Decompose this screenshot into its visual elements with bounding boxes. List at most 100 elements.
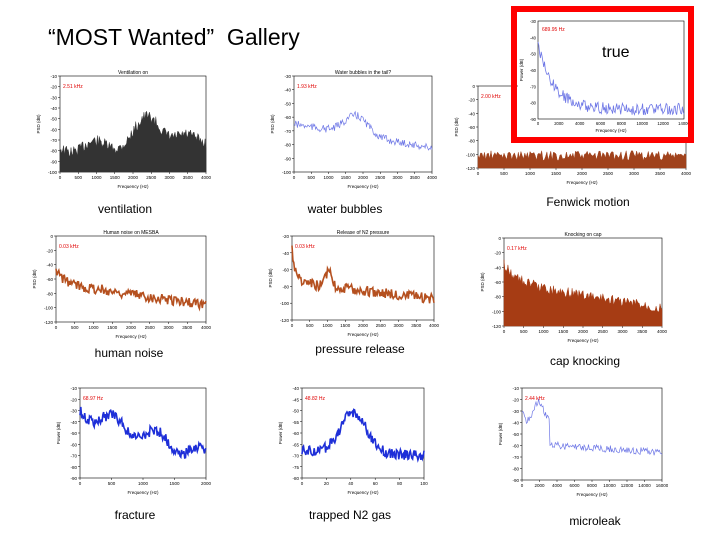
plot-frame [55, 235, 207, 323]
x-tick-label: 500 [307, 175, 315, 180]
x-tick-label: 4000 [657, 329, 668, 334]
y-axis-label: PSD (dB) [480, 272, 485, 292]
x-tick-label: 3500 [410, 175, 421, 180]
y-tick-label: -50 [530, 52, 537, 57]
y-tick-label: -20 [70, 397, 77, 402]
peak-annotation: 0.17 kHz [507, 246, 527, 252]
x-tick-label: 0 [293, 175, 296, 180]
y-axis-label: PSD (dB) [454, 117, 459, 137]
x-tick-label: 1000 [88, 325, 99, 330]
x-tick-label: 2000 [578, 329, 589, 334]
y-tick-label: -90 [530, 117, 537, 122]
x-axis-label: Frequency (Hz) [347, 332, 379, 337]
y-tick-label: -60 [530, 68, 537, 73]
panel-microleak: -10 -20 -30 -40 -50 -60 -70 -80 -90 0 2000 4000 6000… [496, 378, 668, 500]
plot-frame [301, 387, 425, 479]
x-tick-label: 3000 [393, 323, 404, 328]
x-tick-label: 1500 [558, 329, 569, 334]
x-tick-label: 0 [79, 481, 82, 486]
plot-microleak: -10 -20 -30 -40 -50 -60 -70 -80 -900 2000 4000 6000… [498, 386, 668, 497]
y-tick-label: -70 [50, 138, 57, 143]
y-axis-label: PSD (dB) [270, 114, 275, 134]
x-axis-label: Frequency (Hz) [347, 184, 379, 189]
y-tick-label: -100 [280, 301, 290, 306]
x-axis-label: Frequency (Hz) [127, 490, 159, 495]
x-tick-label: 2500 [598, 329, 609, 334]
y-tick-label: 0 [498, 236, 501, 241]
y-tick-label: -70 [284, 129, 291, 134]
caption-fracture: fracture [114, 508, 156, 522]
y-tick-label: -100 [466, 152, 476, 157]
caption-pressure-release: pressure release [315, 342, 405, 356]
plot-title: Knocking on cap [565, 232, 602, 238]
y-tick-label: -80 [494, 295, 501, 300]
x-tick-label: 6000 [569, 483, 580, 488]
y-tick-label: -20 [282, 234, 289, 239]
x-tick-label: 4000 [429, 323, 440, 328]
y-tick-label: -120 [280, 318, 290, 323]
y-tick-label: -120 [492, 324, 502, 329]
y-tick-label: -50 [292, 409, 299, 414]
caption-microleak: microleak [569, 514, 621, 528]
y-tick-label: -30 [284, 74, 291, 79]
x-tick-label: 12000 [621, 483, 634, 488]
y-tick-label: -40 [70, 420, 77, 425]
y-tick-label: -90 [284, 156, 291, 161]
plot-frame [293, 75, 433, 173]
x-tick-label: 2500 [146, 175, 157, 180]
x-tick-label: 2000 [128, 175, 139, 180]
y-tick-label: -100 [492, 309, 502, 314]
spectrum-line [293, 110, 433, 151]
caption-fenwick-motion: Fenwick motion [546, 195, 630, 209]
plot-title: Release of N2 pressure [337, 230, 390, 236]
y-tick-label: -60 [50, 127, 57, 132]
caption-human-noise: human noise [94, 346, 164, 360]
x-tick-label: 20 [324, 481, 330, 486]
inset-true-example: -30 -40 -50 -60 -70 -80 -90 0 2000 4000 6000 8000 10… [518, 13, 688, 137]
x-tick-label: 8000 [617, 121, 627, 126]
spectrum-line [521, 398, 663, 456]
peak-annotation: 2.44 kHz [525, 396, 545, 402]
true-highlight-frame [511, 6, 694, 143]
y-tick-label: -40 [512, 421, 519, 426]
y-tick-label: -60 [282, 268, 289, 273]
x-tick-label: 8000 [587, 483, 598, 488]
y-tick-label: -80 [70, 465, 77, 470]
x-tick-label: 0 [55, 325, 58, 330]
y-tick-label: -50 [512, 432, 519, 437]
y-tick-label: -10 [70, 386, 77, 391]
true-label: true [602, 44, 630, 61]
x-tick-label: 3500 [411, 323, 422, 328]
y-tick-label: 0 [472, 84, 475, 89]
y-tick-label: -120 [466, 166, 476, 171]
spectrum-line [301, 408, 425, 463]
y-tick-label: -40 [494, 265, 501, 270]
y-tick-label: -90 [512, 478, 519, 483]
y-tick-label: -40 [46, 263, 53, 268]
spectrum-area [477, 150, 687, 169]
x-axis-label: Frequency (Hz) [595, 128, 627, 133]
peak-annotation: 48.82 Hz [305, 396, 326, 402]
x-tick-label: 2000 [358, 175, 369, 180]
x-tick-label: 1500 [107, 325, 118, 330]
panel-ventilation: -10 -20 -30 -40 -50 -60 -70 -80 -90 -100 0 500 1000 1… [34, 66, 212, 192]
y-axis-label: Power (dB) [498, 422, 503, 445]
x-tick-label: 500 [108, 481, 116, 486]
y-tick-label: -50 [284, 101, 291, 106]
x-tick-label: 14000 [638, 483, 651, 488]
plot-trapped-n2-gas: -40 -45 -50 -55 -60 -65 -70 -75 -800 20 40 60 80 100 F… [278, 386, 428, 495]
plot-true-example: -30 -40 -50 -60 -70 -80 -900 2000 4000 6000 8000 10… [519, 19, 688, 133]
caption-trapped-n2-gas: trapped N2 gas [308, 508, 392, 522]
spectrum-area [503, 259, 663, 327]
x-tick-label: 4000 [201, 175, 212, 180]
y-tick-label: -80 [468, 139, 475, 144]
peak-annotation: 0.03 kHz [59, 244, 79, 250]
x-tick-label: 500 [520, 329, 528, 334]
x-tick-label: 3500 [183, 175, 194, 180]
x-tick-label: 40 [348, 481, 354, 486]
x-tick-label: 0 [59, 175, 62, 180]
y-tick-label: -65 [292, 442, 299, 447]
y-tick-label: 0 [50, 234, 53, 239]
panel-human-noise: 0 -20 -40 -60 -80 -100 -120 0 500 1000 1500 2000 250… [30, 226, 212, 342]
x-tick-label: 3500 [655, 171, 666, 176]
